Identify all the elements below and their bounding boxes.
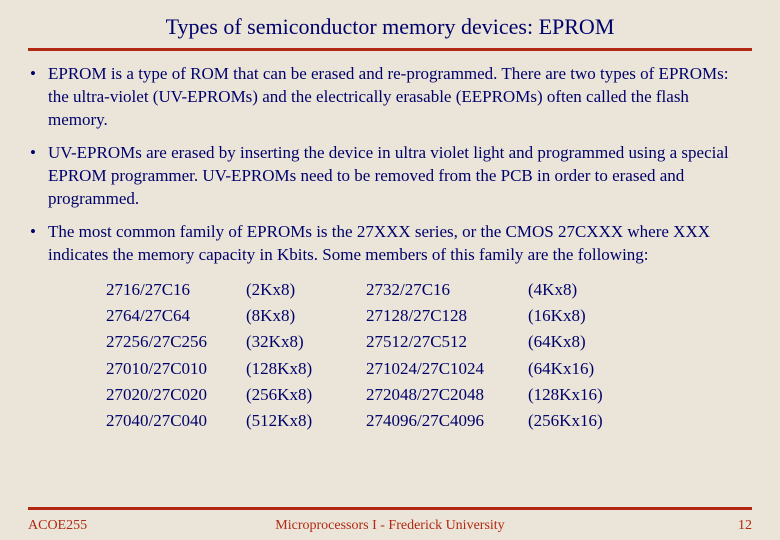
cell-part: 27020/27C020 — [106, 382, 246, 408]
slide-title: Types of semiconductor memory devices: E… — [28, 14, 752, 40]
bullet-list: • EPROM is a type of ROM that can be era… — [28, 63, 752, 267]
table-row: 2716/27C16 (2Kx8) 2732/27C16 (4Kx8) — [106, 277, 752, 303]
slide: Types of semiconductor memory devices: E… — [0, 0, 780, 540]
slide-footer: ACOE255 Microprocessors I - Frederick Un… — [28, 518, 752, 534]
eprom-family-table: 2716/27C16 (2Kx8) 2732/27C16 (4Kx8) 2764… — [106, 277, 752, 435]
bullet-dot-icon: • — [30, 221, 48, 267]
cell-size: (128Kx16) — [528, 382, 648, 408]
cell-size: (64Kx8) — [528, 329, 648, 355]
table-row: 27256/27C256 (32Kx8) 27512/27C512 (64Kx8… — [106, 329, 752, 355]
cell-part: 2732/27C16 — [366, 277, 528, 303]
cell-size: (512Kx8) — [246, 408, 366, 434]
divider-bottom — [28, 507, 752, 510]
cell-part: 27512/27C512 — [366, 329, 528, 355]
cell-size: (4Kx8) — [528, 277, 648, 303]
footer-course-code: ACOE255 — [28, 518, 87, 534]
table-row: 27010/27C010 (128Kx8) 271024/27C1024 (64… — [106, 356, 752, 382]
cell-size: (256Kx16) — [528, 408, 648, 434]
cell-part: 271024/27C1024 — [366, 356, 528, 382]
cell-part: 27040/27C040 — [106, 408, 246, 434]
cell-size: (256Kx8) — [246, 382, 366, 408]
bullet-item: • UV-EPROMs are erased by inserting the … — [30, 142, 748, 211]
cell-size: (16Kx8) — [528, 303, 648, 329]
cell-part: 27256/27C256 — [106, 329, 246, 355]
cell-part: 27010/27C010 — [106, 356, 246, 382]
cell-part: 2764/27C64 — [106, 303, 246, 329]
divider-top — [28, 48, 752, 51]
bullet-text: UV-EPROMs are erased by inserting the de… — [48, 142, 748, 211]
bullet-item: • EPROM is a type of ROM that can be era… — [30, 63, 748, 132]
cell-size: (8Kx8) — [246, 303, 366, 329]
table-row: 27020/27C020 (256Kx8) 272048/27C2048 (12… — [106, 382, 752, 408]
cell-part: 274096/27C4096 — [366, 408, 528, 434]
bullet-dot-icon: • — [30, 63, 48, 132]
cell-part: 27128/27C128 — [366, 303, 528, 329]
footer-course-title: Microprocessors I - Frederick University — [28, 518, 752, 534]
cell-size: (64Kx16) — [528, 356, 648, 382]
cell-size: (128Kx8) — [246, 356, 366, 382]
table-row: 27040/27C040 (512Kx8) 274096/27C4096 (25… — [106, 408, 752, 434]
bullet-text: EPROM is a type of ROM that can be erase… — [48, 63, 748, 132]
cell-size: (32Kx8) — [246, 329, 366, 355]
footer-page-number: 12 — [738, 518, 752, 534]
cell-part: 272048/27C2048 — [366, 382, 528, 408]
cell-part: 2716/27C16 — [106, 277, 246, 303]
cell-size: (2Kx8) — [246, 277, 366, 303]
bullet-item: • The most common family of EPROMs is th… — [30, 221, 748, 267]
table-row: 2764/27C64 (8Kx8) 27128/27C128 (16Kx8) — [106, 303, 752, 329]
bullet-dot-icon: • — [30, 142, 48, 211]
bullet-text: The most common family of EPROMs is the … — [48, 221, 748, 267]
